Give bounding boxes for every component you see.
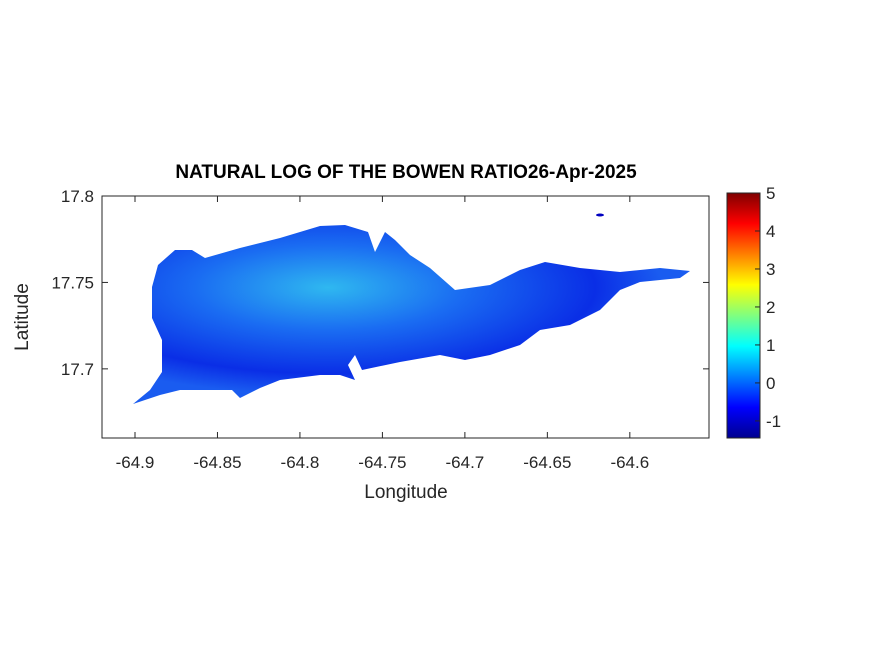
islet: [596, 213, 604, 217]
y-tick-label: 17.75: [51, 273, 94, 292]
y-tick-label: 17.7: [61, 360, 94, 379]
colorbar-tick-label: 3: [766, 260, 775, 279]
colorbar-tick-label: 4: [766, 222, 775, 241]
chart-title: NATURAL LOG OF THE BOWEN RATIO26-Apr-202…: [175, 162, 637, 183]
x-axis-label: Longitude: [364, 482, 447, 503]
x-tick-label: -64.6: [610, 453, 649, 472]
x-tick-label: -64.8: [281, 453, 320, 472]
y-axis-label: Latitude: [12, 283, 33, 351]
x-tick-label: -64.75: [358, 453, 406, 472]
colorbar-tick-label: -1: [766, 412, 781, 431]
axes-ticks: -64.9 -64.85 -64.8 -64.75 -64.7 -64.65 -64.6 17…: [51, 184, 781, 472]
island-raster: [133, 225, 690, 404]
colorbar-tick-label: 5: [766, 184, 775, 203]
colorbar: [726, 192, 761, 439]
colorbar-tick-label: 0: [766, 374, 775, 393]
x-tick-label: -64.85: [193, 453, 241, 472]
x-tick-label: -64.65: [523, 453, 571, 472]
colorbar-tick-label: 1: [766, 336, 775, 355]
x-tick-label: -64.9: [116, 453, 155, 472]
colorbar-tick-label: 2: [766, 298, 775, 317]
x-tick-label: -64.7: [446, 453, 485, 472]
y-tick-label: 17.8: [61, 187, 94, 206]
